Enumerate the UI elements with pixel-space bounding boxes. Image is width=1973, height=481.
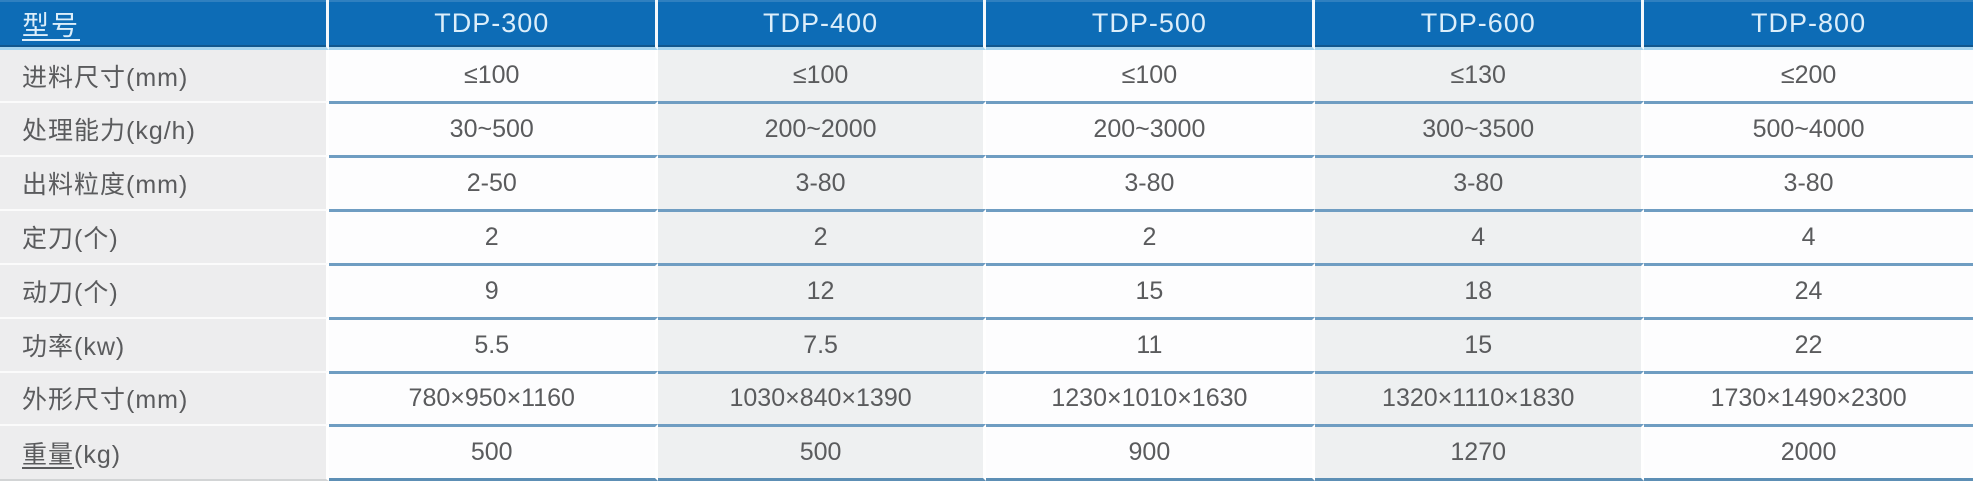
spec-cell: 15 [1315,316,1645,371]
spec-cell: 24 [1644,262,1973,317]
spec-cell: 2 [328,208,658,263]
row-header: 重量(kg) [0,424,329,481]
column-header-tdp-500: TDP-500 [986,0,1316,50]
spec-cell: 4 [1315,208,1645,263]
spec-cell: 500 [328,424,658,481]
spec-cell: 1320×1110×1830 [1315,370,1645,425]
spec-cell: 18 [1315,262,1645,317]
row-header: 进料尺寸(mm) [0,50,329,102]
spec-cell: 1230×1010×1630 [986,370,1316,425]
spec-cell: 1270 [1315,424,1645,481]
weight-label-text: 重量 [22,440,75,469]
table-row-dimensions: 外形尺寸(mm) 780×950×1160 1030×840×1390 1230… [0,370,1973,425]
spec-cell: 1030×840×1390 [657,370,987,425]
row-header: 外形尺寸(mm) [0,370,329,425]
spec-cell: 11 [986,316,1316,371]
spec-cell: 2000 [1644,424,1973,481]
header-model-label: 型号 [0,0,329,50]
weight-unit-text: (kg) [74,440,122,469]
spec-cell: 15 [986,262,1316,317]
spec-cell: 22 [1644,316,1973,371]
spec-cell: 1730×1490×2300 [1644,370,1973,425]
spec-cell: 4 [1644,208,1973,263]
column-header-tdp-600: TDP-600 [1315,0,1645,50]
model-label-text: 型号 [22,11,80,41]
spec-cell: ≤100 [657,50,987,102]
spec-cell: 3-80 [1644,155,1973,209]
spec-cell: 30~500 [328,101,658,156]
table-row-output-granularity: 出料粒度(mm) 2-50 3-80 3-80 3-80 3-80 [0,155,1973,209]
spec-cell: 2 [657,208,987,263]
row-header: 处理能力(kg/h) [0,101,329,156]
row-header: 动刀(个) [0,262,329,317]
spec-cell: 500~4000 [1644,101,1973,156]
spec-cell: 9 [328,262,658,317]
spec-cell: ≤100 [328,50,658,102]
spec-cell: 200~2000 [657,101,987,156]
spec-cell: ≤200 [1644,50,1973,102]
table-row-capacity: 处理能力(kg/h) 30~500 200~2000 200~3000 300~… [0,101,1973,156]
spec-cell: 12 [657,262,987,317]
row-header: 出料粒度(mm) [0,155,329,209]
spec-cell: 5.5 [328,316,658,371]
table-row-power: 功率(kw) 5.5 7.5 11 15 22 [0,316,1973,371]
row-header: 功率(kw) [0,316,329,371]
spec-cell: ≤130 [1315,50,1645,102]
spec-cell: 900 [986,424,1316,481]
spec-cell: 3-80 [986,155,1316,209]
spec-cell: 780×950×1160 [328,370,658,425]
column-header-tdp-300: TDP-300 [328,0,658,50]
table-row-feed-size: 进料尺寸(mm) ≤100 ≤100 ≤100 ≤130 ≤200 [0,50,1973,102]
spec-cell: 3-80 [657,155,987,209]
table-row-weight: 重量(kg) 500 500 900 1270 2000 [0,424,1973,481]
spec-cell: 2 [986,208,1316,263]
spec-cell: 300~3500 [1315,101,1645,156]
table-row-moving-knives: 动刀(个) 9 12 15 18 24 [0,262,1973,317]
spec-cell: 3-80 [1315,155,1645,209]
spec-cell: 500 [657,424,987,481]
spec-cell: ≤100 [986,50,1316,102]
table-row-fixed-knives: 定刀(个) 2 2 2 4 4 [0,208,1973,263]
spec-cell: 2-50 [328,155,658,209]
column-header-tdp-400: TDP-400 [657,0,987,50]
row-header: 定刀(个) [0,208,329,263]
spec-cell: 200~3000 [986,101,1316,156]
column-header-tdp-800: TDP-800 [1644,0,1973,50]
header-row: 型号 TDP-300 TDP-400 TDP-500 TDP-600 TDP-8… [0,0,1973,50]
spec-cell: 7.5 [657,316,987,371]
